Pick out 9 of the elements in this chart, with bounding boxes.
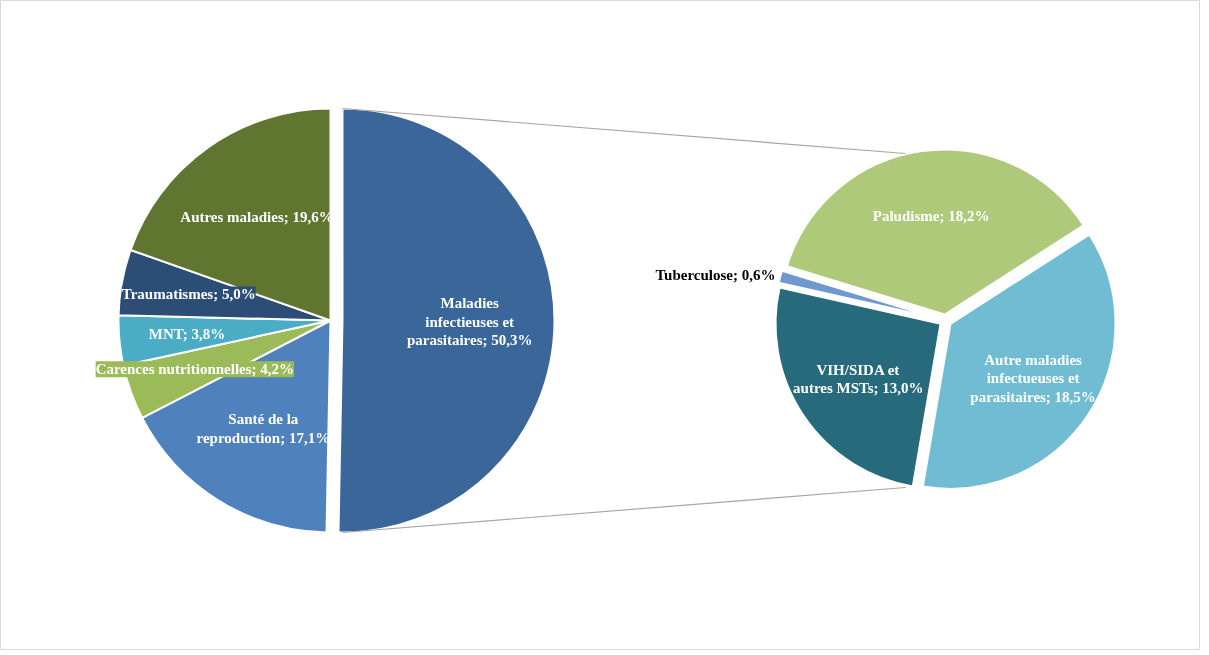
slice-label: Autres maladies; 19,6%	[180, 208, 334, 225]
slice-label: Autre maladies infectueuses et parasitaires; 18,5%	[970, 351, 1096, 405]
slice-label: VIH/SIDA et autres MSTs; 13,0%	[793, 361, 924, 397]
slice-label: Traumatismes; 5,0%	[121, 286, 256, 303]
slice-label: Paludisme; 18,2%	[872, 208, 990, 225]
slice-label: Tuberculose; 0,6%	[655, 267, 776, 284]
slice-label: Carences nutritionnelles; 4,2%	[95, 361, 295, 378]
slice-label: Maladies infectieuses et parasitaires; 50,3%	[406, 295, 533, 349]
slice-label: MNT; 3,8%	[148, 326, 226, 343]
